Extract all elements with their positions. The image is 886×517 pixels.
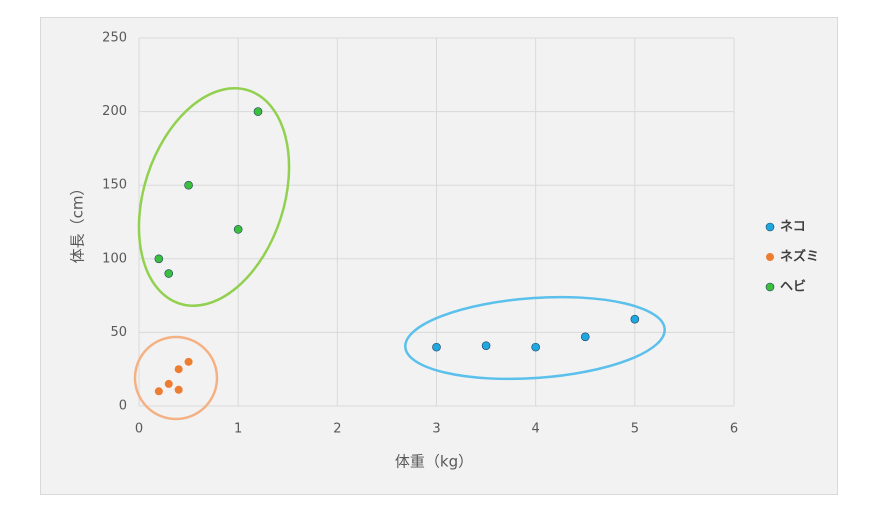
x-tick-label: 3	[432, 422, 440, 437]
grid: 0 50 100 150 200 250 0 1 2 3 4 5 6	[102, 31, 738, 437]
x-axis-title: 体重（kg）	[395, 453, 473, 471]
annotation-ellipse	[137, 87, 291, 307]
point	[184, 180, 193, 190]
y-tick-label: 100	[102, 251, 127, 266]
legend-marker	[766, 253, 774, 261]
annotation-ellipse	[404, 295, 666, 381]
point	[174, 385, 183, 394]
point	[253, 107, 263, 116]
point	[174, 365, 183, 374]
x-tick-label: 0	[135, 422, 143, 437]
x-tick-label: 2	[333, 422, 341, 437]
point	[432, 342, 441, 352]
x-tick-label: 1	[234, 422, 242, 437]
point	[481, 341, 491, 350]
point	[630, 314, 640, 324]
point	[184, 357, 193, 366]
x-tick-label: 6	[730, 422, 738, 437]
x-tick-label: 4	[532, 422, 540, 437]
legend-label: ネコ	[780, 220, 806, 235]
point	[154, 254, 164, 264]
marks	[154, 107, 640, 396]
point	[164, 269, 174, 278]
annotation-ellipse	[133, 335, 219, 421]
y-axis-title: 体長（cm）	[69, 181, 87, 264]
y-tick-label: 0	[119, 399, 127, 414]
x-tick-label: 5	[631, 422, 639, 437]
point	[164, 379, 173, 388]
y-tick-label: 200	[102, 104, 127, 119]
legend-marker	[765, 222, 775, 232]
y-tick-label: 250	[102, 31, 127, 46]
point	[233, 225, 243, 234]
chart-area	[40, 17, 838, 495]
point	[580, 332, 590, 342]
y-tick-label: 50	[110, 325, 127, 340]
y-tick-label: 150	[102, 178, 127, 193]
legend-marker	[765, 282, 775, 292]
legend-label: ヘビ	[780, 279, 806, 295]
point	[531, 342, 540, 352]
legend-label: ネズミ	[780, 249, 819, 265]
point	[154, 387, 163, 396]
